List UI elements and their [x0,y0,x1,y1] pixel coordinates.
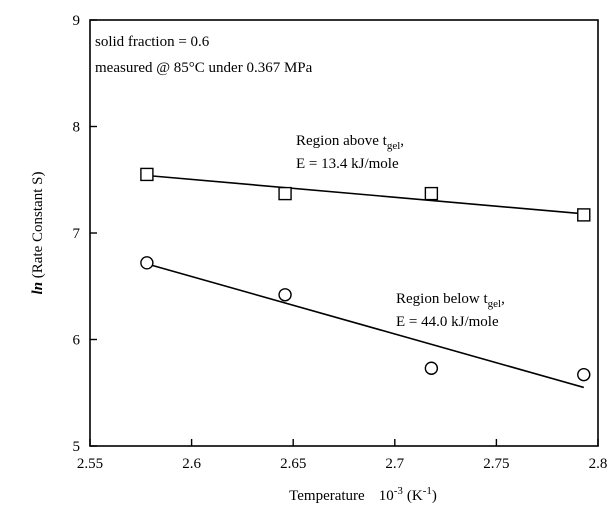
plot-frame [89,19,599,447]
label-above-line1: Region above tgel, [296,133,404,152]
fit-line-circle [146,263,584,389]
square-marker [577,208,591,222]
annotation-measured: measured @ 85°C under 0.367 MPa [95,60,313,76]
fit-lines [146,174,584,389]
y-tick-label: 5 [73,439,81,455]
x-tick-label: 2.75 [483,456,509,472]
circle-marker [140,256,154,270]
circle-marker [424,361,439,375]
fit-line-square [146,174,584,215]
data-markers [140,167,591,382]
y-tick-label: 9 [73,13,81,29]
x-axis-title: Temperature 10-3 (K-1) [289,485,437,504]
x-tick-label: 2.65 [280,456,306,472]
y-tick-label: 6 [73,333,81,349]
y-axis-title: ln (Rate Constant S) [30,172,46,295]
circle-marker [577,367,591,382]
x-tick-label: 2.55 [77,456,103,472]
x-tick-label: 2.8 [589,456,608,472]
annotation-solid-fraction: solid fraction = 0.6 [95,34,210,50]
x-tick-label: 2.6 [182,456,201,472]
y-tick-label: 8 [73,120,81,136]
x-tick-label: 2.7 [385,456,404,472]
label-below-energy: E = 44.0 kJ/mole [396,314,499,330]
axis-ticks: 2.55 2.6 2.65 2.7 2.75 2.8 5 6 7 8 9 [73,13,608,472]
square-marker [278,186,292,201]
square-marker [424,186,439,201]
label-above-energy: E = 13.4 kJ/mole [296,156,399,172]
circle-marker [278,288,292,302]
square-marker [140,167,154,182]
label-below-line1: Region below tgel, [396,291,505,310]
y-tick-label: 7 [73,226,81,242]
